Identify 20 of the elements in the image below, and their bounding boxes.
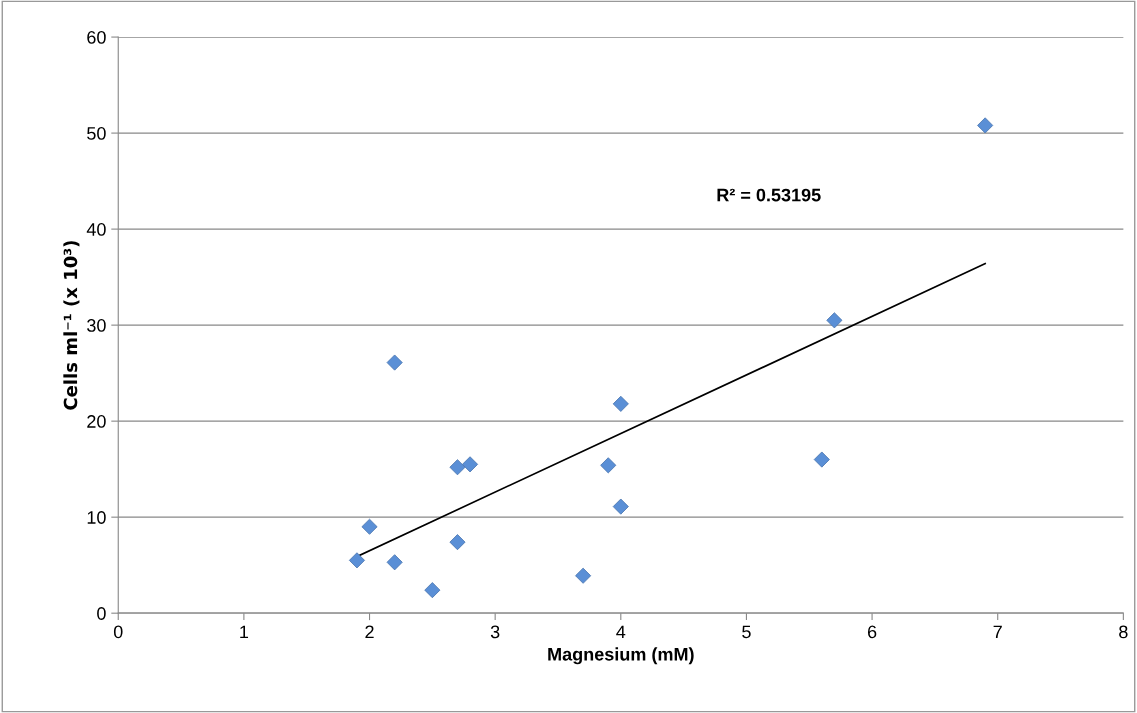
- y-tick-label: 60: [87, 31, 106, 44]
- x-tick-label: 5: [742, 625, 751, 639]
- y-tick-label: 0: [97, 607, 106, 620]
- x-tick-label: 7: [993, 625, 1002, 639]
- x-tick-label: 4: [616, 625, 626, 639]
- annotation: R² = 0.53195: [717, 188, 821, 202]
- point: [449, 534, 466, 551]
- x-tick-label: 1: [240, 625, 249, 639]
- y-tick-label: 50: [87, 127, 106, 140]
- x-tick-label: 8: [1119, 625, 1128, 639]
- y-axis-title: Cells ml⁻¹ (x 10³): [63, 241, 80, 410]
- y-tick-label: 40: [86, 223, 106, 236]
- x-tick-label: 3: [490, 625, 500, 639]
- y-tick-label: 10: [87, 511, 106, 524]
- x-tick-label: 6: [867, 625, 877, 639]
- x-tick-label: 0: [113, 625, 123, 639]
- y-tick-label: 20: [87, 415, 106, 428]
- x-axis-title: Magnesium (mM): [548, 647, 694, 665]
- x-tick-label: 2: [365, 625, 374, 639]
- y-tick-label: 30: [87, 319, 106, 332]
